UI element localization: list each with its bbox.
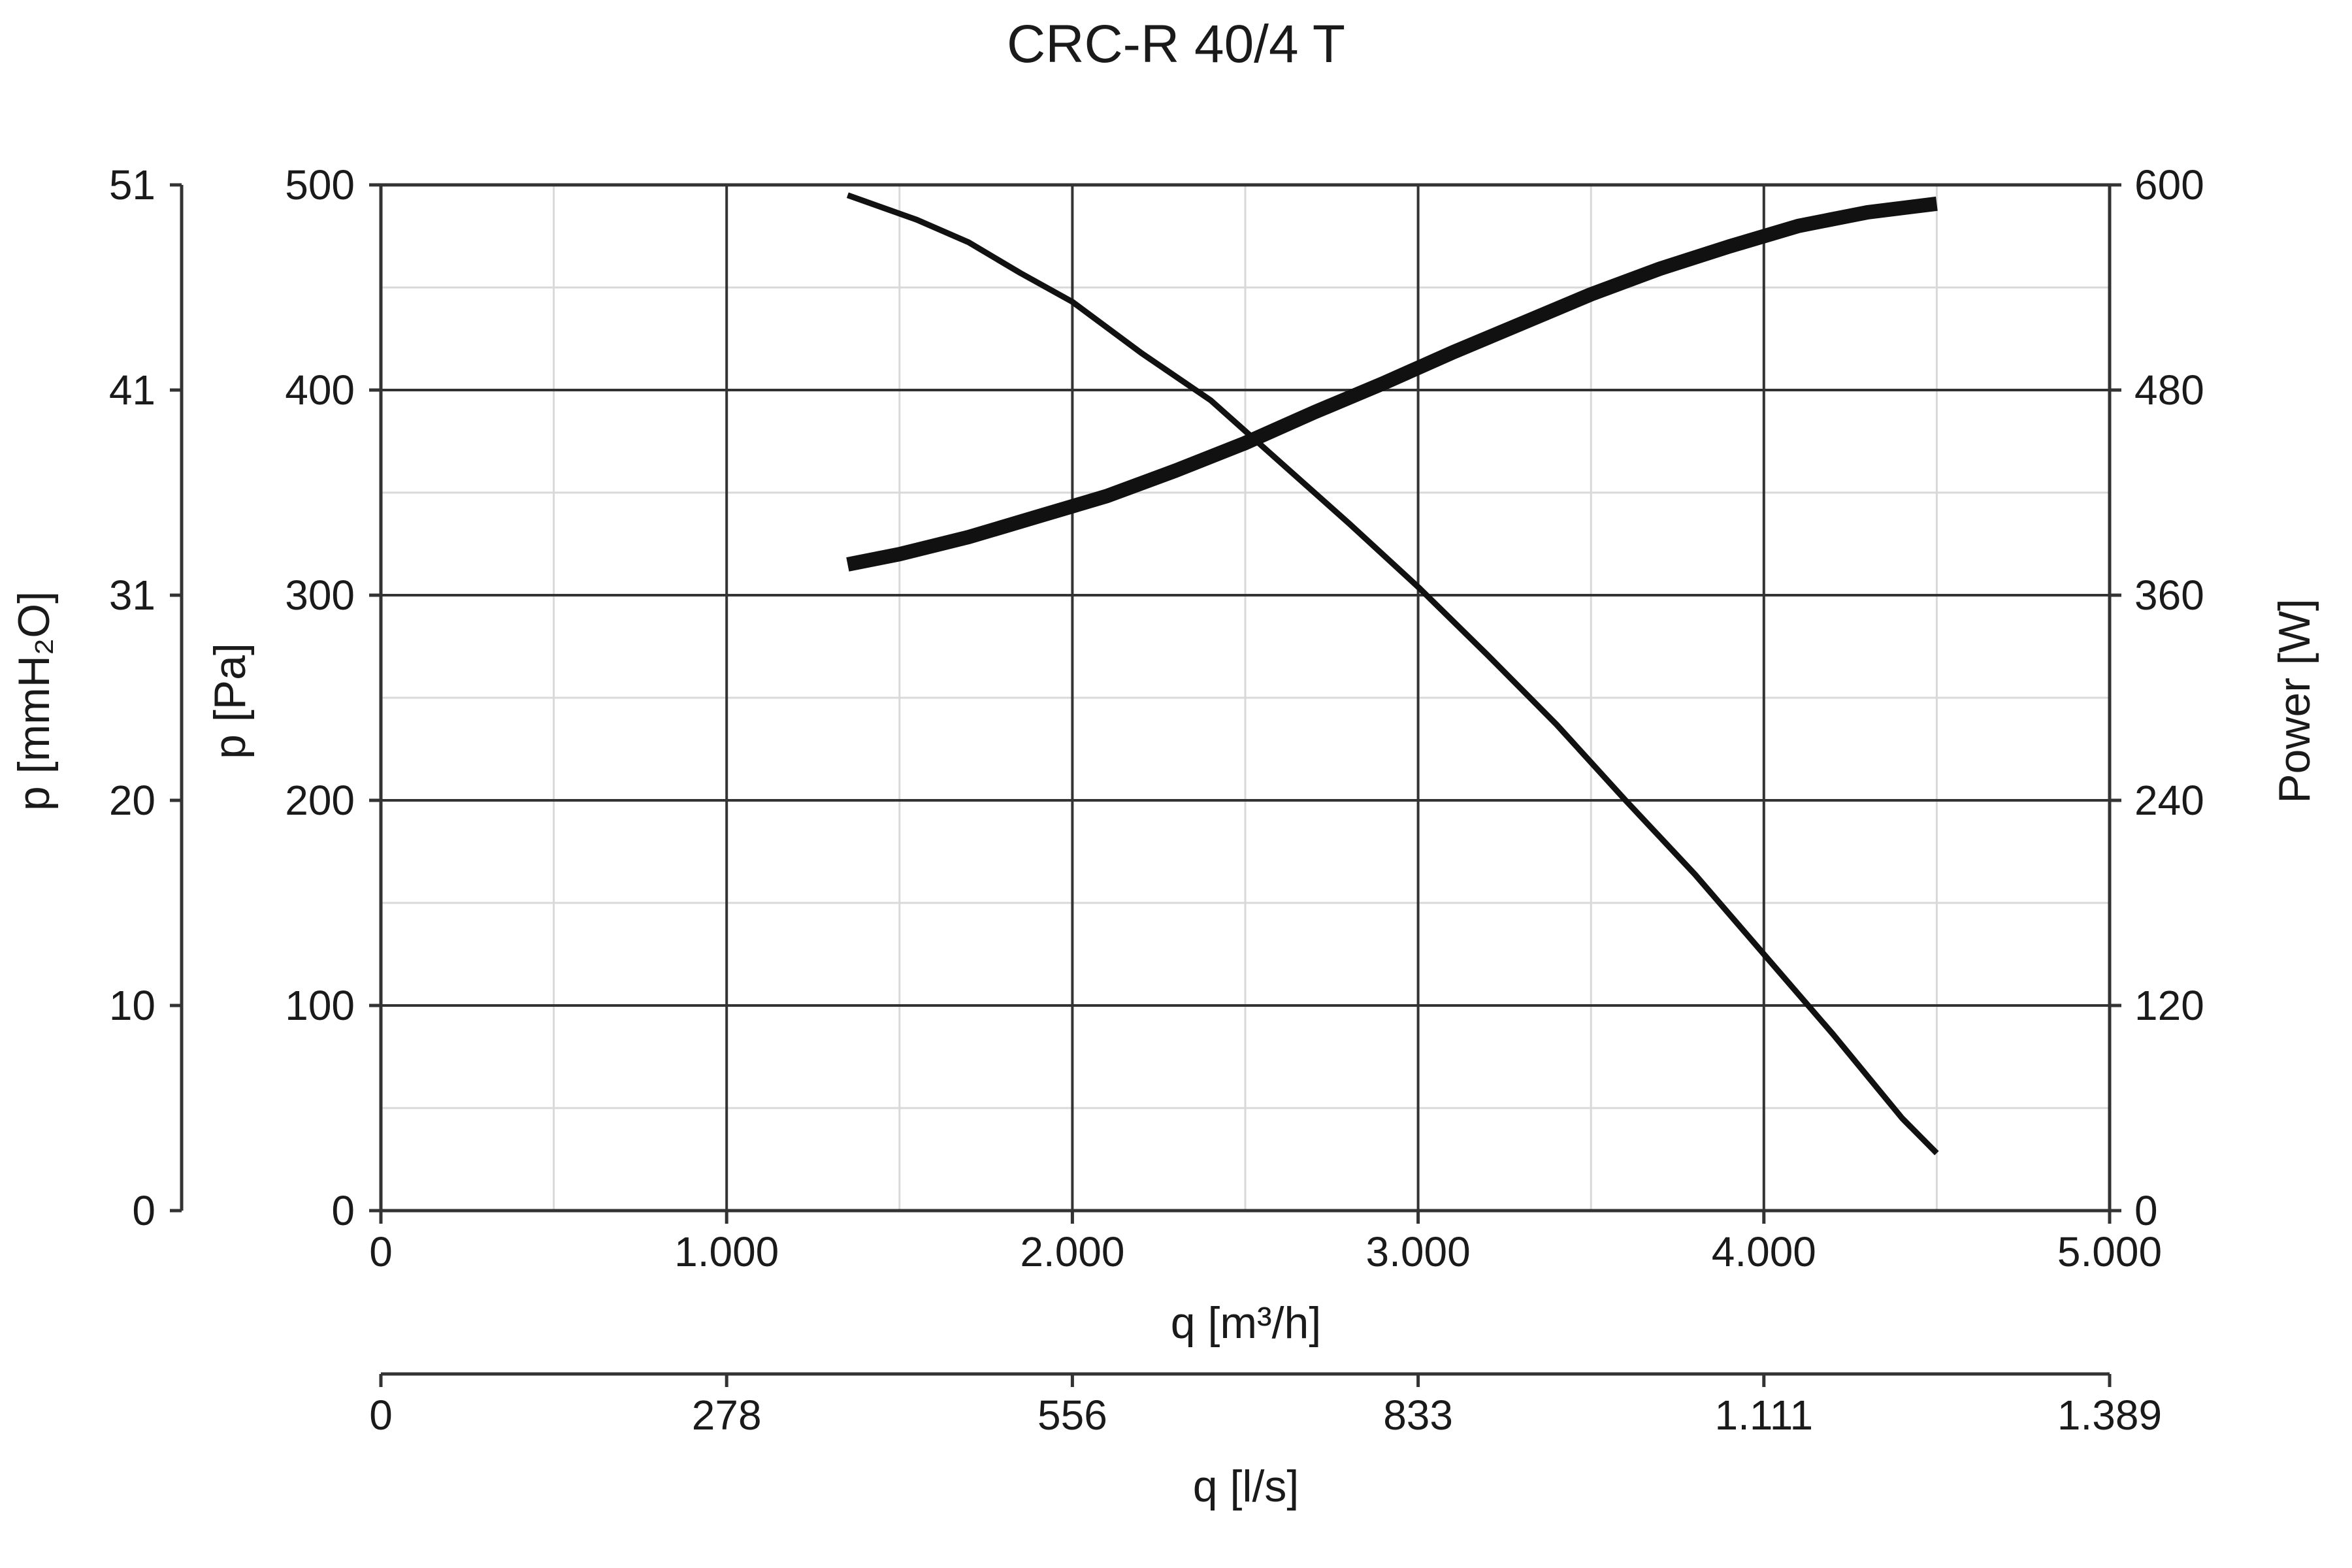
x-secondary-tick-label: 556	[1037, 1392, 1107, 1439]
y-secondary-tick-label: 10	[109, 982, 155, 1029]
y-axis-label: p [Pa]	[205, 643, 255, 759]
x-tick-label: 1.000	[674, 1228, 779, 1275]
y-secondary-tick-label: 0	[132, 1187, 155, 1234]
y2-axis-label: Power [W]	[2270, 598, 2319, 804]
power-curve	[846, 196, 1938, 572]
x-tick-label: 2.000	[1020, 1228, 1124, 1275]
x-secondary-tick-label: 1.111	[1714, 1392, 1813, 1439]
y2-tick-label: 240	[2134, 777, 2204, 824]
x-tick-label: 5.000	[2057, 1228, 2162, 1275]
pressure-curve	[846, 192, 1939, 1156]
y-tick-label: 100	[285, 982, 355, 1029]
y-secondary-tick-label: 51	[109, 161, 155, 208]
x-tick-label: 3.000	[1366, 1228, 1471, 1275]
minor-grid	[381, 185, 2110, 1211]
chart-title: CRC-R 40/4 T	[1007, 14, 1345, 74]
major-grid	[381, 185, 2110, 1211]
x-secondary-tick-label: 0	[369, 1392, 393, 1439]
y2-tick-label: 360	[2134, 572, 2204, 619]
x-axis-label: q [m³/h]	[1171, 1298, 1322, 1348]
y2-tick-label: 0	[2134, 1187, 2158, 1234]
y2-tick-label: 600	[2134, 161, 2204, 208]
y-secondary-axis-label: p [mmH₂O]	[9, 591, 59, 811]
y2-tick-label: 120	[2134, 982, 2204, 1029]
plot-frame	[379, 183, 2112, 1213]
y2-tick-label: 480	[2134, 367, 2204, 414]
y-secondary-tick-label: 41	[109, 367, 155, 414]
y-tick-label: 200	[285, 777, 355, 824]
x-secondary-tick-label: 833	[1383, 1392, 1453, 1439]
x-secondary-axis-label: q [l/s]	[1193, 1462, 1299, 1511]
x-secondary-tick-label: 278	[692, 1392, 762, 1439]
axes	[170, 183, 2121, 1387]
y-secondary-tick-label: 31	[109, 572, 155, 619]
x-tick-label: 0	[369, 1228, 393, 1275]
x-secondary-tick-label: 1.389	[2057, 1392, 2162, 1439]
y-tick-label: 400	[285, 367, 355, 414]
y-tick-label: 0	[331, 1187, 355, 1234]
y-secondary-tick-label: 20	[109, 777, 155, 824]
y-tick-label: 300	[285, 572, 355, 619]
y-tick-label: 500	[285, 161, 355, 208]
series	[846, 192, 1939, 1156]
x-tick-label: 4.000	[1712, 1228, 1816, 1275]
